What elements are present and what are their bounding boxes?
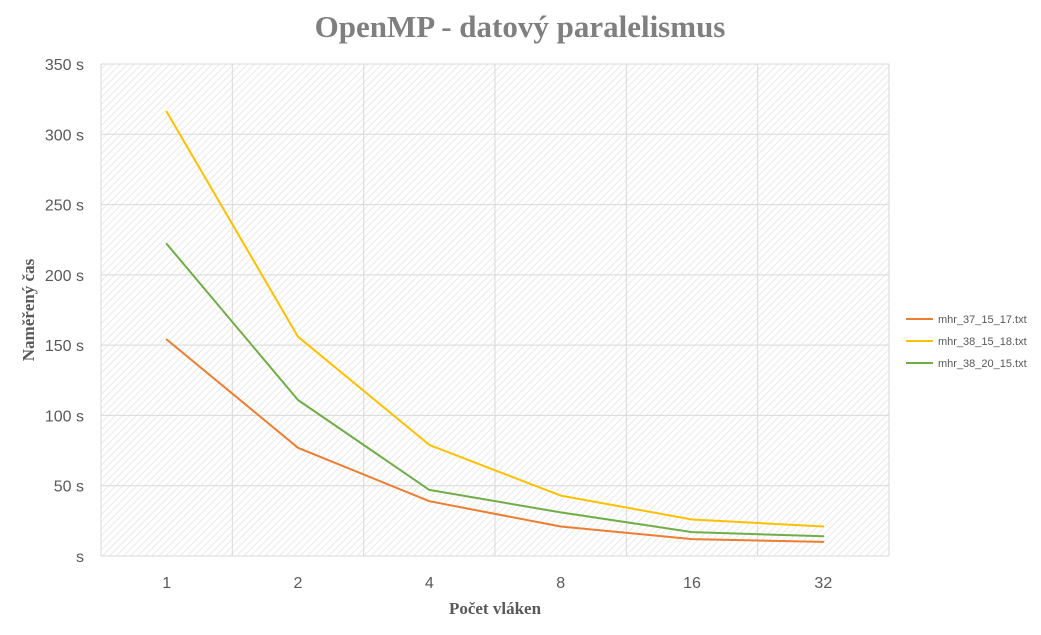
- chart-title: OpenMP - datový paralelismus: [315, 9, 726, 44]
- y-tick-label: 200 s: [45, 268, 84, 285]
- x-tick-label: 2: [294, 575, 303, 592]
- series-line-3: [165, 242, 825, 538]
- x-tick-label: 32: [814, 575, 832, 592]
- x-tick-label: 8: [556, 575, 565, 592]
- y-tick-label: 100 s: [45, 408, 84, 425]
- y-axis-title: Naměřený čas: [19, 258, 38, 361]
- y-tick-label: 50 s: [54, 479, 84, 496]
- x-axis-tick-labels: 1 2 4 8 16 32: [162, 575, 832, 592]
- y-tick-label: s: [76, 549, 84, 566]
- legend: mhr_37_15_17.txt mhr_38_15_18.txt mhr_38_2…: [906, 314, 1027, 370]
- y-tick-label: 150 s: [45, 338, 84, 355]
- legend-label: mhr_37_15_17.txt: [938, 314, 1027, 326]
- y-tick-label: 350 s: [45, 57, 84, 74]
- legend-label: mhr_38_20_15.txt: [938, 358, 1027, 370]
- x-tick-label: 16: [683, 575, 701, 592]
- x-axis-title: Počet vláken: [449, 599, 542, 618]
- y-tick-label: 300 s: [45, 127, 84, 144]
- y-axis-tick-labels: s 50 s 100 s 150 s 200 s 250 s 300 s 350 s: [45, 57, 84, 566]
- series-lines: [165, 110, 825, 543]
- x-tick-label: 4: [425, 575, 434, 592]
- series-line-2: [165, 110, 825, 528]
- x-tick-label: 1: [162, 575, 171, 592]
- legend-label: mhr_38_15_18.txt: [938, 336, 1027, 348]
- series-line-1: [165, 338, 825, 543]
- y-tick-label: 250 s: [45, 198, 84, 215]
